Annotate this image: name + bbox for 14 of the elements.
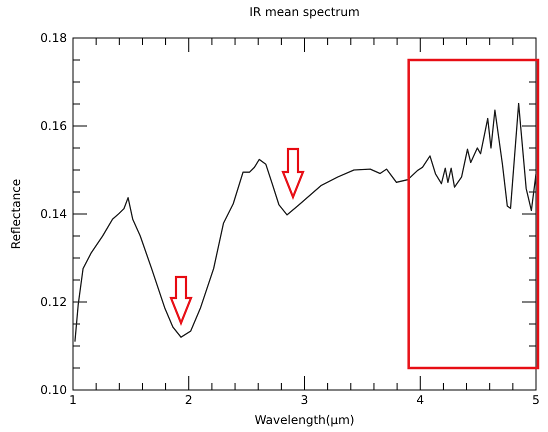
y-tick-label: 0.18 [40, 31, 67, 45]
y-tick-label: 0.16 [40, 119, 67, 133]
x-axis-title: Wavelength(µm) [254, 413, 354, 427]
x-tick-label: 4 [416, 393, 424, 407]
x-tick-label: 5 [532, 393, 540, 407]
y-tick-label: 0.12 [40, 295, 67, 309]
x-tick-label: 2 [184, 393, 193, 407]
line-series [74, 102, 537, 342]
y-axis-title: Reflectance [9, 178, 23, 250]
y-tick-label: 0.10 [40, 383, 67, 397]
y-tick-label: 0.14 [40, 207, 67, 221]
x-tick-label: 1 [69, 393, 77, 407]
chart-title: IR mean spectrum [249, 5, 360, 19]
x-tick-label: 3 [300, 393, 308, 407]
